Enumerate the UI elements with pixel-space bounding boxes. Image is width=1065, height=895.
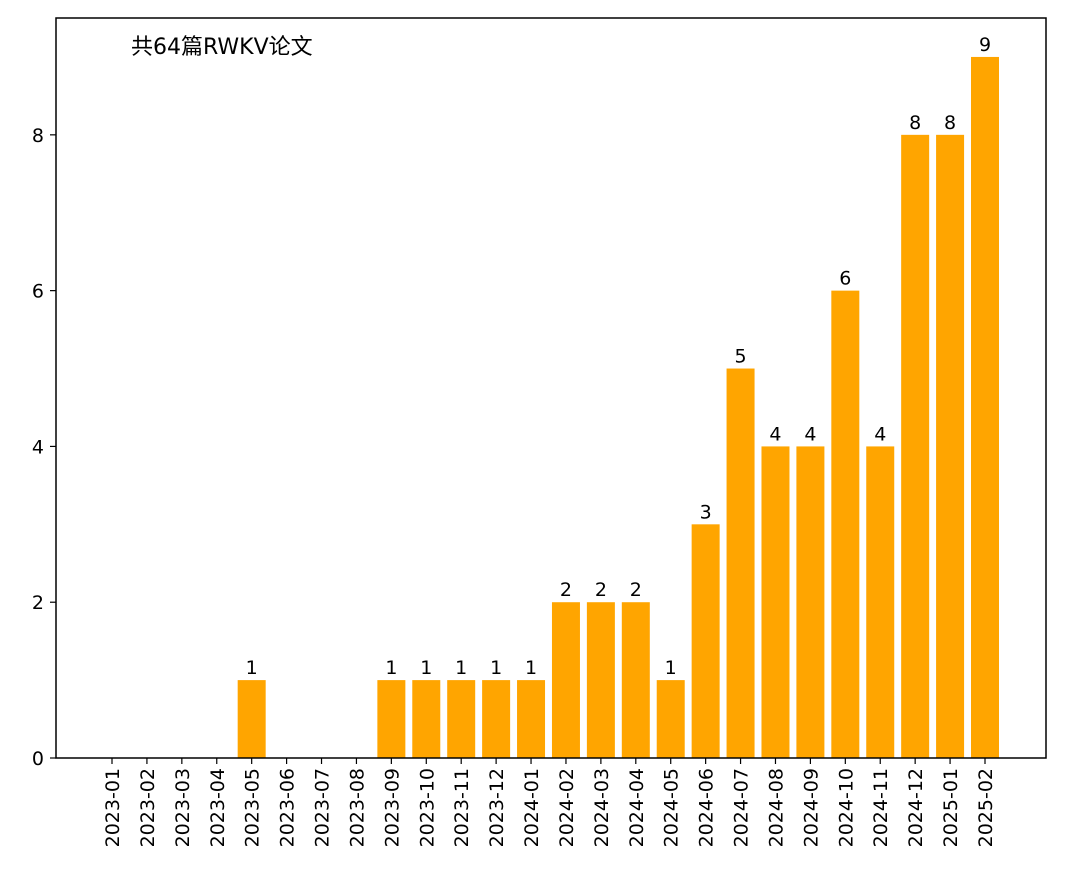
bar-2023-11	[447, 680, 476, 758]
bar-2023-12	[482, 680, 511, 758]
bars-group	[237, 56, 999, 759]
bar-2024-05	[656, 680, 685, 758]
x-tick-label-2023-11: 2023-11	[451, 768, 473, 847]
data-label-2024-10: 6	[839, 268, 851, 290]
plot-frame	[55, 17, 1047, 759]
x-tick-label-2023-12: 2023-12	[486, 768, 508, 847]
x-tick-label-2023-03: 2023-03	[172, 768, 194, 847]
bar-2024-08	[761, 446, 790, 758]
chart-annotation: 共64篇RWKV论文	[131, 35, 313, 60]
data-label-2024-02: 2	[560, 579, 572, 601]
x-tick-label-2024-10: 2024-10	[835, 768, 857, 847]
data-label-2024-08: 4	[769, 423, 781, 445]
data-label-2025-01: 8	[944, 112, 956, 134]
data-label-2024-12: 8	[909, 112, 921, 134]
y-tick-label-0: 0	[32, 748, 44, 770]
x-tick-label-2024-04: 2024-04	[626, 768, 648, 847]
data-label-2024-07: 5	[735, 346, 747, 368]
data-label-2023-11: 1	[455, 657, 467, 679]
data-label-2023-12: 1	[490, 657, 502, 679]
x-tick-label-2023-04: 2023-04	[207, 768, 229, 847]
value-labels-group: 1 1 1 1 1 1 2 2 2 1 3 5 4 4 6 4 8 8 9	[246, 34, 991, 679]
x-tick-label-2024-05: 2024-05	[661, 768, 683, 847]
bar-2025-01	[936, 134, 965, 759]
x-tick-label-2024-07: 2024-07	[731, 768, 753, 847]
bar-2024-02	[551, 602, 580, 758]
bar-2024-10	[831, 290, 860, 758]
data-label-2025-02: 9	[979, 34, 991, 56]
data-label-2023-10: 1	[420, 657, 432, 679]
x-tick-label-2023-06: 2023-06	[277, 768, 299, 847]
x-tick-label-2024-08: 2024-08	[765, 768, 787, 847]
bar-2024-11	[866, 446, 895, 758]
x-tick-label-2023-07: 2023-07	[312, 768, 334, 847]
x-tick-label-2023-09: 2023-09	[381, 768, 403, 847]
bar-2023-10	[412, 680, 441, 758]
x-tick-label-2024-02: 2024-02	[556, 768, 578, 847]
bar-2024-01	[517, 680, 546, 758]
bar-2024-12	[901, 134, 930, 759]
data-label-2023-09: 1	[385, 657, 397, 679]
bar-2024-04	[621, 602, 650, 758]
y-tick-label-4: 4	[32, 436, 44, 458]
bar-2024-07	[726, 368, 755, 758]
x-tick-label-2024-01: 2024-01	[521, 768, 543, 847]
x-tick-label-2023-01: 2023-01	[102, 768, 124, 847]
x-axis: 2023-01 2023-02 2023-03 2023-04 2023-05 2023-…	[102, 758, 997, 847]
x-tick-label-2024-12: 2024-12	[905, 768, 927, 847]
data-label-2024-06: 3	[700, 501, 712, 523]
x-tick-label-2024-11: 2024-11	[870, 768, 892, 847]
x-tick-label-2023-02: 2023-02	[137, 768, 159, 847]
x-tick-label-2024-09: 2024-09	[800, 768, 822, 847]
bar-2024-06	[691, 524, 720, 758]
data-label-2024-11: 4	[874, 423, 886, 445]
x-tick-label-2024-03: 2024-03	[591, 768, 613, 847]
data-label-2024-05: 1	[665, 657, 677, 679]
y-tick-label-8: 8	[32, 125, 44, 147]
bar-2023-05	[237, 680, 266, 758]
data-label-2024-09: 4	[804, 423, 816, 445]
x-tick-label-2024-06: 2024-06	[696, 768, 718, 847]
x-tick-label-2023-08: 2023-08	[346, 768, 368, 847]
x-tick-label-2023-10: 2023-10	[416, 768, 438, 847]
data-label-2024-04: 2	[630, 579, 642, 601]
x-tick-label-2023-05: 2023-05	[242, 768, 264, 847]
x-tick-label-2025-01: 2025-01	[940, 768, 962, 847]
data-label-2024-01: 1	[525, 657, 537, 679]
data-label-2024-03: 2	[595, 579, 607, 601]
x-tick-label-2025-02: 2025-02	[975, 768, 997, 847]
y-tick-label-2: 2	[32, 592, 44, 614]
data-label-2023-05: 1	[246, 657, 258, 679]
y-tick-label-6: 6	[32, 281, 44, 303]
bar-2024-09	[796, 446, 825, 758]
bar-2025-02	[971, 56, 999, 758]
bar-2024-03	[586, 602, 615, 758]
bar-2023-09	[377, 680, 406, 758]
y-axis: 0 2 4 6 8	[32, 125, 56, 770]
